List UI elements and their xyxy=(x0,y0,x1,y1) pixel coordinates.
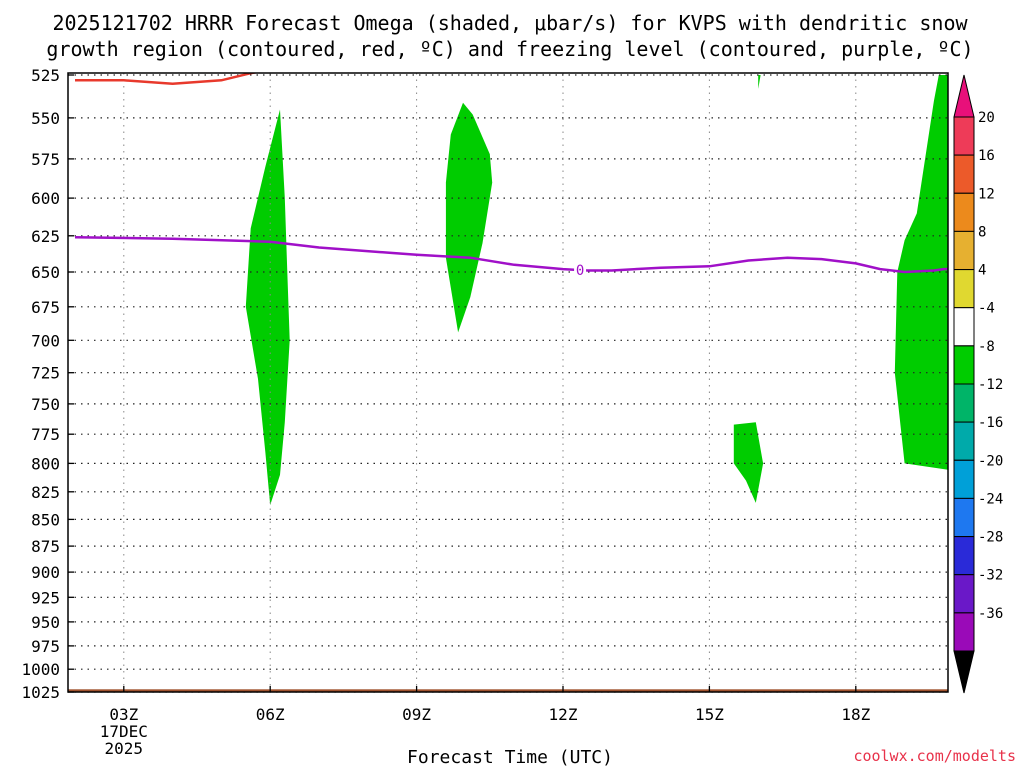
colorbar-tick-label: 8 xyxy=(978,224,986,240)
colorbar-tick-label: -28 xyxy=(978,530,1003,546)
colorbar-tick-label: 4 xyxy=(978,263,986,279)
time-tick-label: 12Z xyxy=(549,705,578,724)
time-tick-label: 09Z xyxy=(402,705,431,724)
pressure-tick-label: 675 xyxy=(31,298,60,317)
colorbar-tick-label: 16 xyxy=(978,148,995,164)
colorbar-swatch xyxy=(953,230,975,270)
colorbar-swatch xyxy=(953,192,975,232)
pressure-tick-label: 1025 xyxy=(21,683,60,702)
pressure-tick-label: 775 xyxy=(31,425,60,444)
colorbar-swatch xyxy=(953,536,975,576)
colorbar-tick-label: -16 xyxy=(978,415,1003,431)
pressure-tick-label: 750 xyxy=(31,395,60,414)
time-tick-label: 03Z xyxy=(109,705,138,724)
freezing-level-contour xyxy=(74,236,948,274)
colorbar-swatch xyxy=(953,459,975,499)
colorbar-top-arrow xyxy=(953,74,975,118)
pressure-tick-label: 825 xyxy=(31,483,60,502)
plot-frame xyxy=(67,72,949,693)
omega-shaded-regions xyxy=(245,75,948,506)
time-tick-label: 15Z xyxy=(695,705,724,724)
pressure-tick-label: 600 xyxy=(31,189,60,208)
pressure-tick-label: 650 xyxy=(31,263,60,282)
dendritic-growth-contour xyxy=(822,68,881,70)
pressure-tick-label: 575 xyxy=(31,150,60,169)
colorbar-swatch xyxy=(953,383,975,423)
chart-title-line-2: growth region (contoured, red, ºC) and f… xyxy=(46,37,973,61)
time-tick-label: 2025 xyxy=(105,739,144,758)
pressure-axis: 525 550 575 600 625 650 675 700 725 750 775 800 825 8… xyxy=(21,66,74,702)
pressure-tick-label: 900 xyxy=(31,563,60,582)
colorbar-tick-label: 20 xyxy=(978,110,995,126)
colorbar: 20 16 12 8 4 -4 -8 -12 -16 -20 -24 -28 -32 -36 xyxy=(953,74,1003,694)
time-tick-label: 17DEC xyxy=(100,722,148,741)
pressure-tick-label: 850 xyxy=(31,510,60,529)
ground-layer xyxy=(68,689,948,692)
ground-surface xyxy=(68,689,948,692)
pressure-tick-label: 700 xyxy=(31,331,60,350)
omega-shaded-region xyxy=(245,109,290,506)
colorbar-swatch xyxy=(953,574,975,614)
pressure-tick-label: 875 xyxy=(31,537,60,556)
dendritic-growth-contour xyxy=(75,73,259,85)
time-tick-label: 06Z xyxy=(256,705,285,724)
colorbar-swatch xyxy=(953,421,975,461)
pressure-tick-label: 975 xyxy=(31,637,60,656)
pressure-tick-label: 550 xyxy=(31,109,60,128)
pressure-tick-label: 1000 xyxy=(21,660,60,679)
colorbar-tick-label: -4 xyxy=(978,301,995,317)
omega-shaded-region xyxy=(758,75,761,89)
contour-lines: 0 xyxy=(74,68,948,279)
colorbar-swatch xyxy=(953,612,975,652)
omega-shaded-region xyxy=(733,422,764,503)
colorbar-swatch xyxy=(953,497,975,537)
pressure-tick-label: 925 xyxy=(31,588,60,607)
pressure-tick-label: 800 xyxy=(31,454,60,473)
colorbar-bottom-arrow xyxy=(953,650,975,694)
colorbar-tick-label: 12 xyxy=(978,186,995,202)
colorbar-tick-label: -32 xyxy=(978,568,1003,584)
colorbar-tick-label: -20 xyxy=(978,453,1003,469)
pressure-tick-label: 625 xyxy=(31,227,60,246)
colorbar-swatch xyxy=(953,116,975,156)
site-credit[interactable]: coolwx.com/modelts xyxy=(853,747,1016,765)
colorbar-swatch xyxy=(953,345,975,385)
pressure-tick-label: 725 xyxy=(31,364,60,383)
pressure-tick-label: 950 xyxy=(31,613,60,632)
colorbar-swatch xyxy=(953,269,975,309)
colorbar-tick-label: -24 xyxy=(978,491,1003,507)
colorbar-swatch xyxy=(953,154,975,194)
chart-title-line-1: 2025121702 HRRR Forecast Omega (shaded, … xyxy=(52,11,968,35)
colorbar-tick-label: -36 xyxy=(978,606,1003,622)
time-tick-label: 18Z xyxy=(841,705,870,724)
colorbar-tick-label: -12 xyxy=(978,377,1003,393)
freezing-level-contour-label: 0 xyxy=(576,263,584,279)
omega-shaded-region xyxy=(445,102,493,333)
colorbar-swatch xyxy=(953,307,975,347)
contour-label-bg xyxy=(574,261,587,278)
grid-lines xyxy=(68,73,948,693)
colorbar-tick-label: -8 xyxy=(978,339,995,355)
pressure-tick-label: 525 xyxy=(31,66,60,85)
x-axis-label: Forecast Time (UTC) xyxy=(407,747,613,768)
